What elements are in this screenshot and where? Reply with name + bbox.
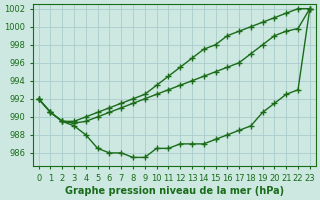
X-axis label: Graphe pression niveau de la mer (hPa): Graphe pression niveau de la mer (hPa) (65, 186, 284, 196)
